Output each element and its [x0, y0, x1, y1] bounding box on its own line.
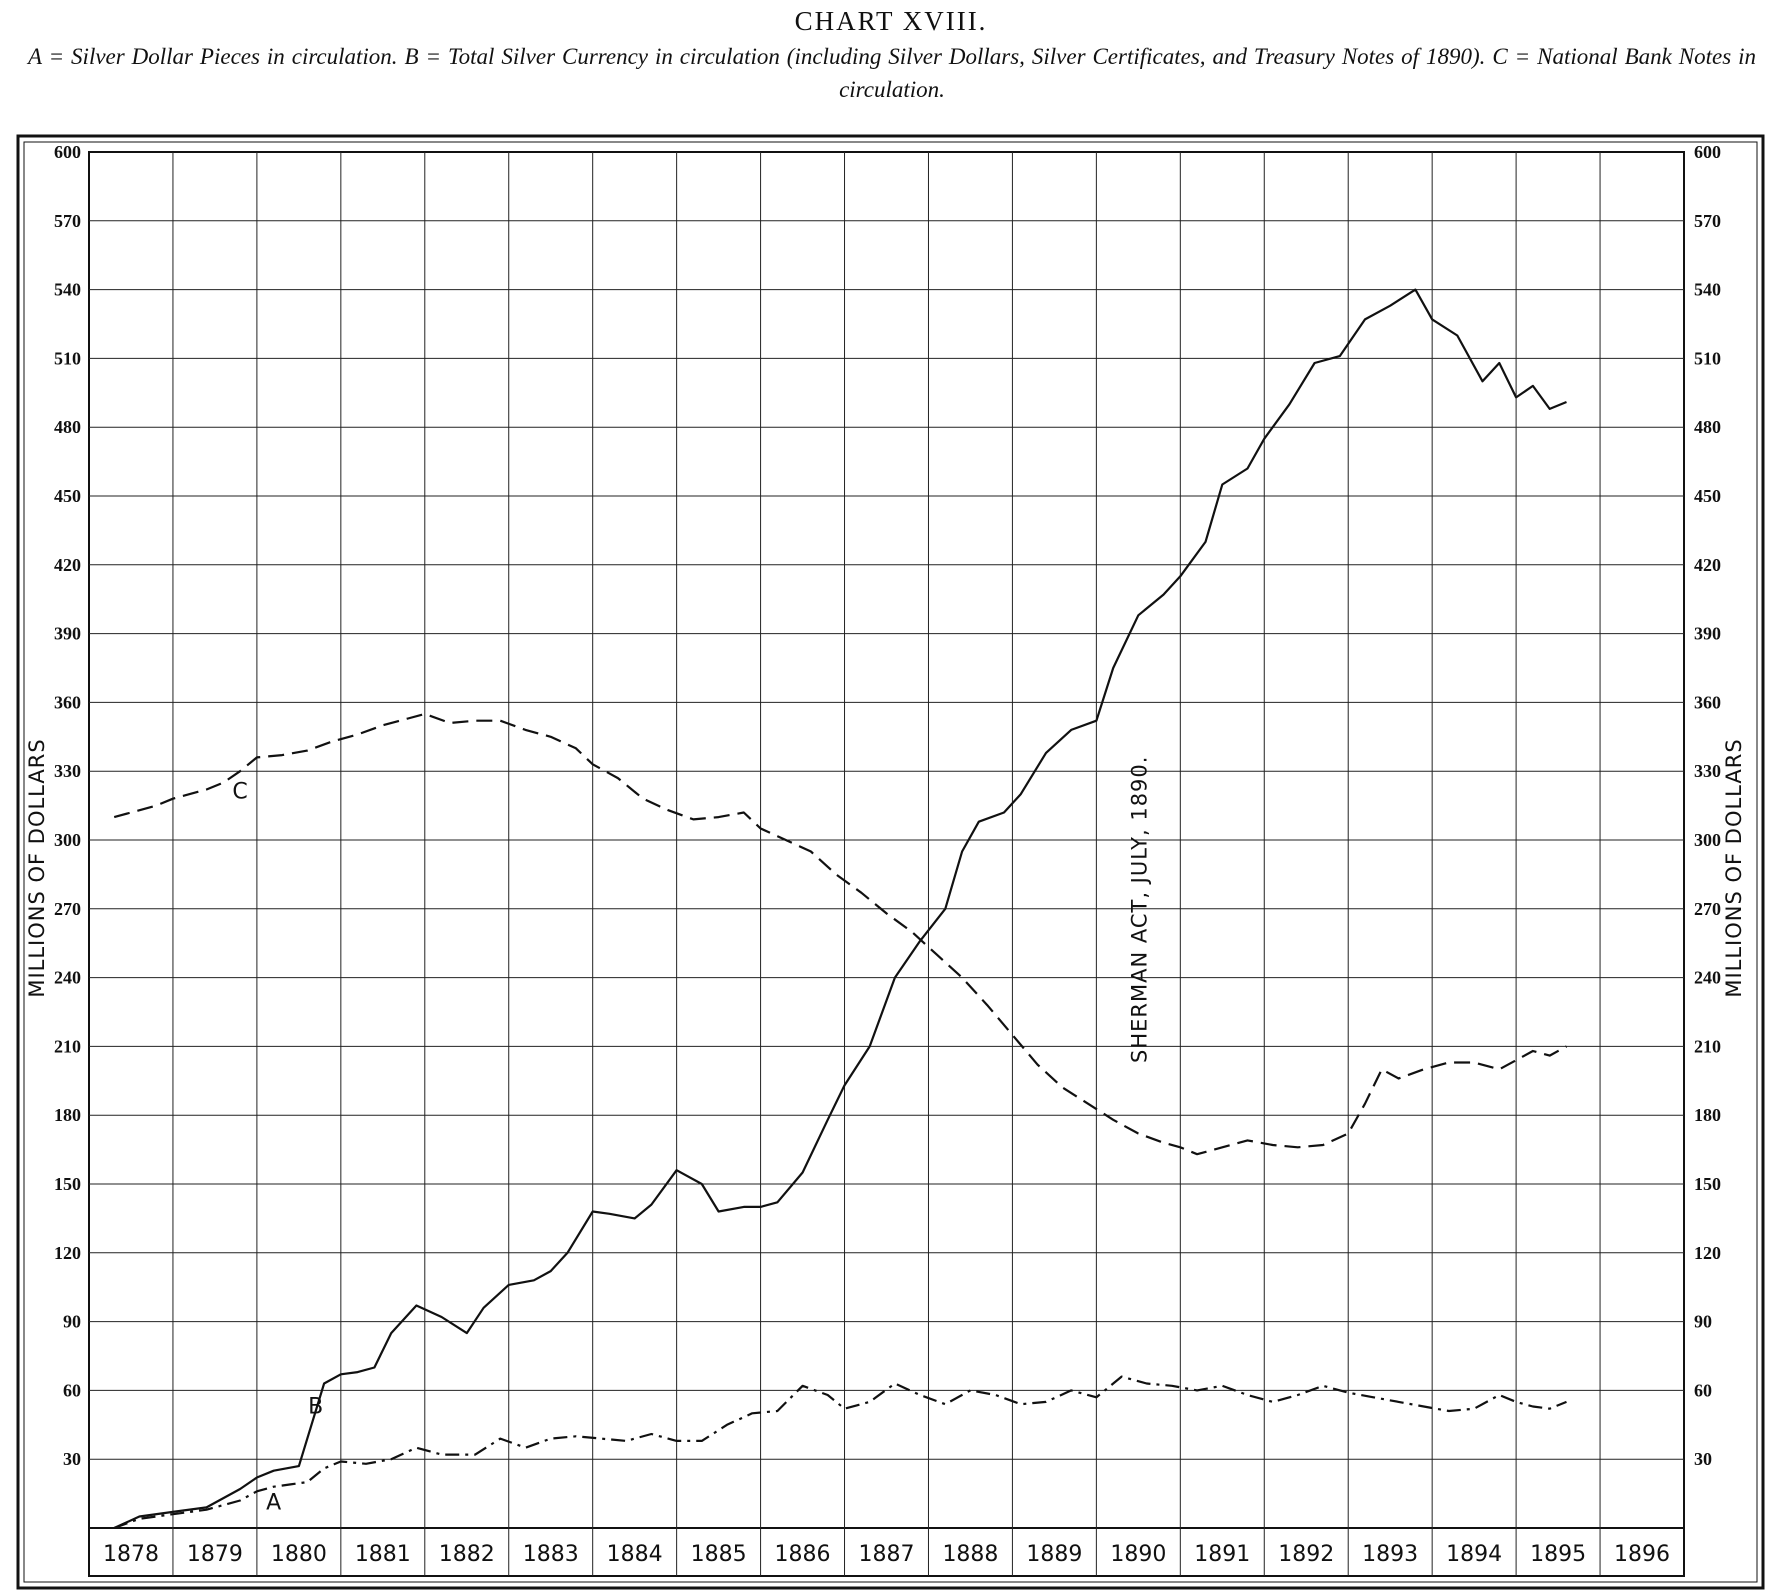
x-tick-label: 1888 — [942, 1542, 998, 1567]
y-axis-title-left: MILLIONS OF DOLLARS — [25, 738, 49, 997]
x-tick-label: 1893 — [1362, 1542, 1418, 1567]
grid — [88, 151, 1685, 1577]
y-tick-label-left: 210 — [54, 1036, 81, 1056]
series-group: A B C — [113, 288, 1568, 1530]
x-tick-label: 1889 — [1026, 1542, 1082, 1567]
y-tick-label-right: 570 — [1694, 211, 1721, 231]
y-tick-label-left: 60 — [63, 1380, 81, 1400]
series-label-B: B — [308, 1394, 323, 1419]
sherman-act-annotation: SHERMAN ACT, JULY, 1890. — [1127, 756, 1151, 1063]
y-tick-label-left: 270 — [54, 899, 81, 919]
y-tick-label-left: 480 — [54, 417, 81, 437]
y-tick-label-right: 300 — [1694, 830, 1721, 850]
x-tick-label: 1880 — [271, 1542, 327, 1567]
y-tick-label-left: 300 — [54, 830, 81, 850]
y-tick-label-left: 510 — [54, 348, 81, 368]
series-label-A: A — [266, 1491, 281, 1516]
y-tick-label-right: 510 — [1694, 348, 1721, 368]
y-tick-label-right: 150 — [1694, 1174, 1721, 1194]
plot-border — [88, 151, 1685, 1577]
x-tick-label: 1895 — [1530, 1542, 1586, 1567]
x-tick-label: 1890 — [1110, 1542, 1166, 1567]
y-tick-label-left: 240 — [54, 968, 81, 988]
x-tick-label: 1884 — [607, 1542, 663, 1567]
y-tick-label-right: 450 — [1694, 486, 1721, 506]
y-tick-label-left: 450 — [54, 486, 81, 506]
y-tick-label-left: 540 — [54, 280, 81, 300]
y-tick-label-right: 360 — [1694, 692, 1721, 712]
chart-title: CHART XVIII. — [794, 6, 988, 36]
y-tick-label-right: 480 — [1694, 417, 1721, 437]
y-tick-label-right: 420 — [1694, 555, 1721, 575]
x-tick-label: 1892 — [1278, 1542, 1334, 1567]
series-line-B — [113, 288, 1567, 1530]
y-axis-title-right: MILLIONS OF DOLLARS — [1722, 738, 1746, 997]
y-tick-label-right: 330 — [1694, 761, 1721, 781]
x-axis: 1878 1879 1880 1881 1882 1883 1884 1885 1886 1887… — [103, 1542, 1670, 1567]
y-tick-label-left: 600 — [54, 142, 81, 162]
y-tick-label-left: 90 — [63, 1312, 81, 1332]
y-tick-label-left: 120 — [54, 1243, 81, 1263]
x-tick-label: 1887 — [859, 1542, 915, 1567]
y-tick-label-left: 150 — [54, 1174, 81, 1194]
x-tick-label: 1886 — [775, 1542, 831, 1567]
y-tick-label-right: 30 — [1694, 1449, 1712, 1469]
x-tick-label: 1885 — [691, 1542, 747, 1567]
y-tick-label-right: 390 — [1694, 624, 1721, 644]
y-tick-label-left: 390 — [54, 624, 81, 644]
x-tick-label: 1896 — [1614, 1542, 1670, 1567]
x-tick-label: 1883 — [523, 1542, 579, 1567]
y-tick-label-left: 420 — [54, 555, 81, 575]
y-tick-label-right: 60 — [1694, 1380, 1712, 1400]
y-tick-label-left: 30 — [63, 1449, 81, 1469]
x-tick-label: 1881 — [355, 1542, 411, 1567]
y-tick-label-right: 180 — [1694, 1105, 1721, 1125]
series-line-A — [113, 1375, 1567, 1530]
y-tick-label-right: 210 — [1694, 1036, 1721, 1056]
y-axis-left: 30 60 90 120 150 180 210 240 270 300 330 360 390 420 4… — [54, 142, 81, 1469]
x-tick-label: 1878 — [103, 1542, 159, 1567]
chart-frame-outer — [16, 134, 1765, 1590]
y-tick-label-left: 360 — [54, 692, 81, 712]
x-tick-label: 1894 — [1446, 1542, 1502, 1567]
x-tick-label: 1879 — [187, 1542, 243, 1567]
y-tick-label-right: 240 — [1694, 968, 1721, 988]
y-tick-label-left: 570 — [54, 211, 81, 231]
x-tick-label: 1882 — [439, 1542, 495, 1567]
y-tick-label-right: 120 — [1694, 1243, 1721, 1263]
y-tick-label-right: 600 — [1694, 142, 1721, 162]
y-tick-label-left: 330 — [54, 761, 81, 781]
y-tick-label-right: 270 — [1694, 899, 1721, 919]
y-tick-label-right: 90 — [1694, 1312, 1712, 1332]
y-tick-label-left: 180 — [54, 1105, 81, 1125]
y-axis-right: 30 60 90 120 150 180 210 240 270 300 330 360 390 420 4… — [1694, 142, 1721, 1469]
y-tick-label-right: 540 — [1694, 280, 1721, 300]
series-line-C — [113, 712, 1568, 1156]
x-tick-label: 1891 — [1194, 1542, 1250, 1567]
chart-subtitle: A = Silver Dollar Pieces in circulation.… — [28, 44, 1756, 102]
chart-frame-inner — [23, 141, 1758, 1583]
series-label-C: C — [232, 780, 247, 805]
